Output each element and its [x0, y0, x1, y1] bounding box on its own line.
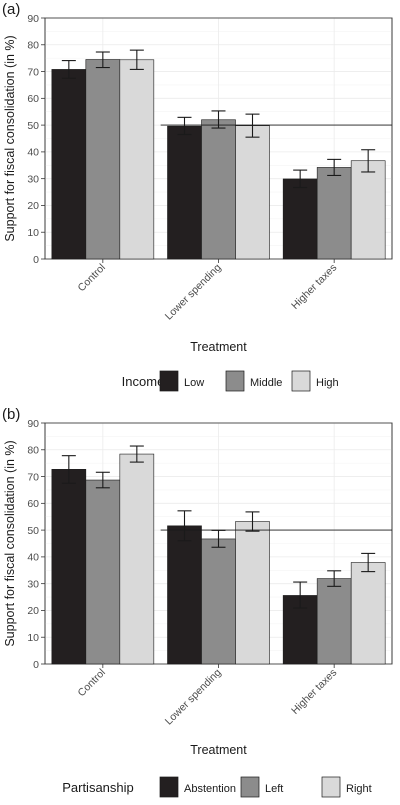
bar-left-0: [85, 479, 121, 665]
y-axis-title: Support for fiscal consolidation (in %): [3, 440, 17, 646]
error-bar-left-2: [327, 570, 342, 587]
y-tick-label: 50: [27, 120, 39, 132]
legend-label: Middle: [250, 377, 282, 389]
y-tick-label: 40: [27, 147, 39, 159]
bar-right-2: [350, 562, 386, 665]
bar-abstention-1: [167, 525, 202, 665]
legend-swatch: [159, 776, 179, 798]
y-tick-label: 10: [27, 632, 39, 644]
error-bar-left-0: [95, 471, 110, 489]
y-tick-label: 50: [27, 525, 39, 537]
legend-item-right: Right: [321, 776, 372, 798]
legend-swatch: [240, 776, 260, 798]
y-tick-label: 40: [27, 552, 39, 564]
legend-item-middle: Middle: [225, 370, 282, 392]
bar-middle-0: [85, 59, 121, 260]
error-bar-right-2: [361, 552, 376, 573]
x-tick-label: Control: [76, 667, 108, 699]
y-tick-label: 20: [27, 200, 39, 212]
bar-low-1: [167, 125, 202, 260]
y-tick-label: 70: [27, 66, 39, 78]
bar-high-0: [119, 59, 155, 260]
error-bar-high-1: [245, 113, 260, 138]
chart-panel-2: 0 10 20 30 40 50 60 70 80 90 Control Lower spending…: [2, 406, 393, 798]
legend-label: Low: [184, 377, 204, 389]
y-axis-title: Support for fiscal consolidation (in %): [3, 35, 17, 241]
bar-low-2: [282, 178, 318, 260]
y-tick-label: 60: [27, 93, 39, 105]
legend-item-abstention: Abstention: [159, 776, 236, 798]
y-tick-label: 80: [27, 445, 39, 457]
y-tick-label: 90: [27, 13, 39, 25]
legend-title: Income: [122, 374, 165, 389]
error-bars: [61, 49, 376, 189]
x-tick-label: Higher taxes: [289, 667, 339, 717]
legend-label: Abstention: [184, 783, 236, 795]
x-tick-label: Lower spending: [163, 262, 224, 323]
error-bar-right-0: [129, 445, 144, 463]
error-bar-low-1: [177, 116, 192, 136]
panel-label: (b): [2, 406, 20, 423]
legend-swatch: [159, 370, 179, 392]
error-bar-middle-0: [95, 51, 110, 69]
y-tick-label: 70: [27, 471, 39, 483]
y-tick-label: 10: [27, 227, 39, 239]
legend-label: Left: [265, 783, 283, 795]
bar-low-0: [51, 69, 87, 260]
legend-item-high: High: [291, 370, 339, 392]
error-bar-abstention-0: [61, 455, 76, 484]
error-bar-high-0: [129, 49, 144, 70]
bar-high-2: [350, 160, 386, 260]
y-tick-label: 80: [27, 40, 39, 52]
legend: Partisanship Abstention Left Right: [62, 776, 372, 798]
y-tick-label: 0: [33, 659, 39, 671]
bar-high-1: [235, 125, 270, 260]
y-tick-label: 90: [27, 418, 39, 430]
error-bar-middle-1: [211, 110, 226, 129]
bar-right-1: [235, 521, 270, 665]
error-bar-middle-2: [327, 158, 342, 177]
legend-swatch: [291, 370, 311, 392]
y-tick-label: 30: [27, 578, 39, 590]
legend-item-left: Left: [240, 776, 283, 798]
chart-panel-1: 0 10 20 30 40 50 60 70 80 90 Control Lower spending…: [2, 1, 393, 392]
y-tick-label: 20: [27, 605, 39, 617]
error-bar-right-1: [245, 511, 260, 532]
y-tick-label: 30: [27, 173, 39, 185]
bar-middle-1: [201, 119, 236, 260]
legend-swatch: [225, 370, 245, 392]
legend-label: Right: [346, 783, 372, 795]
bar-middle-2: [316, 167, 352, 260]
error-bar-abstention-1: [177, 510, 192, 542]
x-axis-title: Treatment: [190, 340, 247, 354]
y-tick-label: 0: [33, 254, 39, 266]
bar-right-0: [119, 453, 155, 665]
error-bar-left-1: [211, 529, 226, 548]
legend-item-low: Low: [159, 370, 204, 392]
panel-label: (a): [2, 1, 20, 18]
legend: Income Low Middle High: [122, 370, 339, 392]
error-bar-abstention-2: [293, 581, 308, 609]
bar-abstention-0: [51, 469, 87, 665]
error-bar-low-0: [61, 60, 76, 79]
bars: [51, 59, 386, 260]
x-tick-label: Higher taxes: [289, 262, 339, 312]
bar-left-2: [316, 578, 352, 665]
legend-label: High: [316, 377, 339, 389]
error-bar-low-2: [293, 169, 308, 189]
x-tick-label: Control: [76, 262, 108, 294]
legend-swatch: [321, 776, 341, 798]
error-bar-high-2: [361, 149, 376, 173]
legend-title: Partisanship: [62, 780, 134, 795]
bar-left-1: [201, 538, 236, 665]
y-tick-label: 60: [27, 498, 39, 510]
x-tick-label: Lower spending: [163, 667, 224, 728]
bars: [51, 453, 386, 665]
error-bars: [61, 445, 376, 609]
x-axis-title: Treatment: [190, 743, 247, 757]
